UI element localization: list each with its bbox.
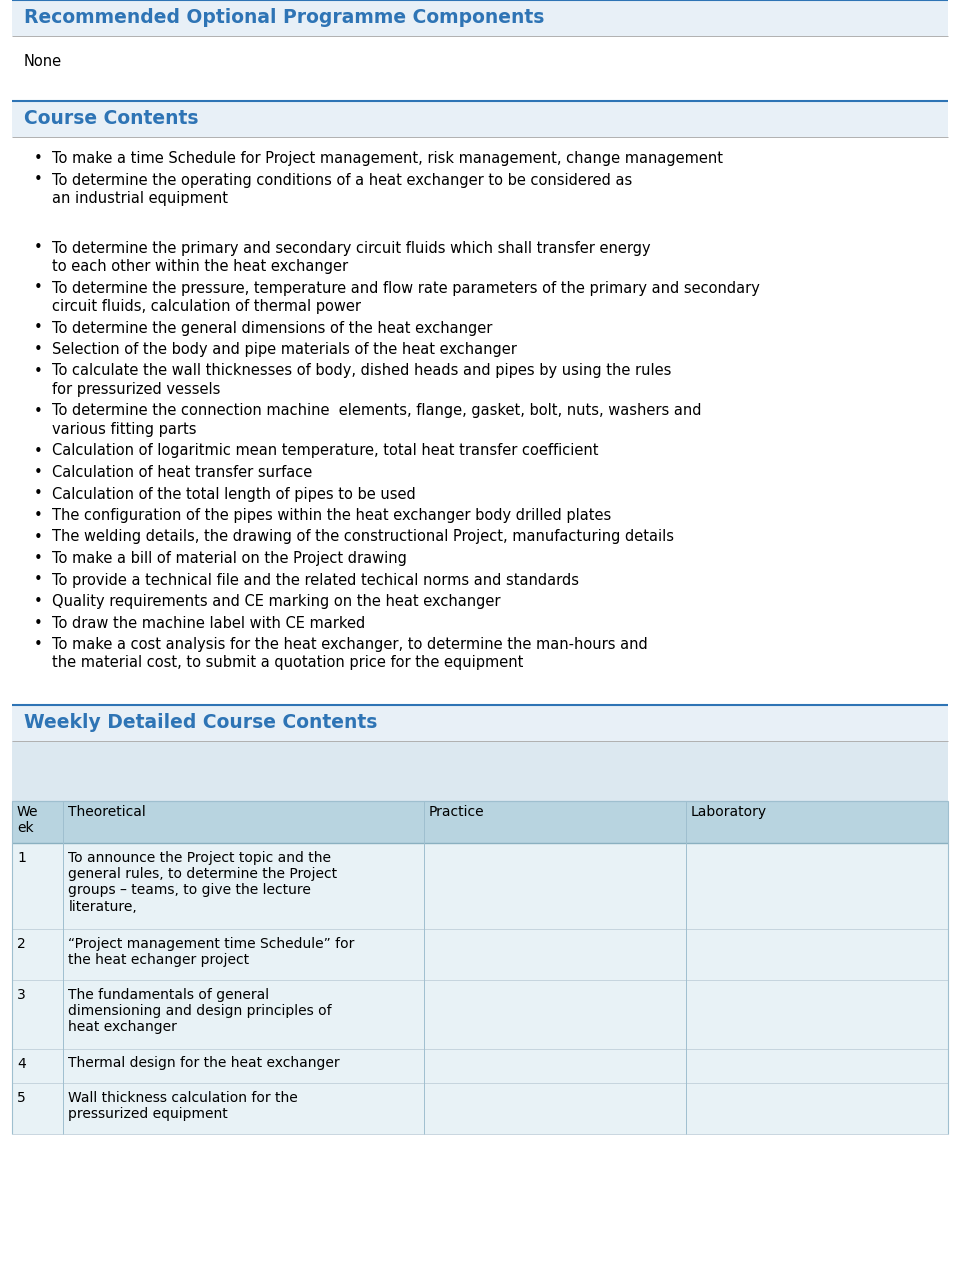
Text: Calculation of the total length of pipes to be used: Calculation of the total length of pipes… <box>52 487 416 501</box>
Text: To draw the machine label with CE marked: To draw the machine label with CE marked <box>52 616 365 630</box>
Text: •: • <box>34 151 42 166</box>
Text: •: • <box>34 487 42 501</box>
Text: •: • <box>34 320 42 335</box>
Bar <box>12 801 948 842</box>
Text: We
ek: We ek <box>17 805 38 835</box>
Text: To determine the connection machine  elements, flange, gasket, bolt, nuts, washe: To determine the connection machine elem… <box>52 404 702 419</box>
Text: •: • <box>34 552 42 565</box>
Text: for pressurized vessels: for pressurized vessels <box>52 382 221 397</box>
Text: To determine the general dimensions of the heat exchanger: To determine the general dimensions of t… <box>52 320 492 335</box>
Text: Course Contents: Course Contents <box>24 109 199 128</box>
Text: •: • <box>34 444 42 458</box>
Bar <box>12 705 948 741</box>
Text: •: • <box>34 466 42 479</box>
Text: circuit fluids, calculation of thermal power: circuit fluids, calculation of thermal p… <box>52 299 361 314</box>
Text: 3: 3 <box>17 988 26 1002</box>
Bar <box>12 35 948 101</box>
Text: Recommended Optional Programme Components: Recommended Optional Programme Component… <box>24 8 544 27</box>
Text: 5: 5 <box>17 1090 26 1104</box>
Text: To provide a technical file and the related techical norms and standards: To provide a technical file and the rela… <box>52 573 579 587</box>
Text: •: • <box>34 342 42 357</box>
Text: Laboratory: Laboratory <box>691 805 767 818</box>
Text: •: • <box>34 404 42 419</box>
Bar <box>12 842 948 929</box>
Text: the material cost, to submit a quotation price for the equipment: the material cost, to submit a quotation… <box>52 655 523 670</box>
Text: •: • <box>34 363 42 378</box>
Text: Theoretical: Theoretical <box>68 805 146 818</box>
Text: To determine the primary and secondary circuit fluids which shall transfer energ: To determine the primary and secondary c… <box>52 240 651 256</box>
Text: Calculation of logaritmic mean temperature, total heat transfer coefficient: Calculation of logaritmic mean temperatu… <box>52 444 598 458</box>
Text: •: • <box>34 509 42 522</box>
Bar <box>12 1083 948 1133</box>
Text: Selection of the body and pipe materials of the heat exchanger: Selection of the body and pipe materials… <box>52 342 516 357</box>
Text: The welding details, the drawing of the constructional Project, manufacturing de: The welding details, the drawing of the … <box>52 530 674 544</box>
Text: To make a bill of material on the Project drawing: To make a bill of material on the Projec… <box>52 552 407 565</box>
Text: •: • <box>34 595 42 608</box>
Text: •: • <box>34 281 42 296</box>
Text: 4: 4 <box>17 1056 26 1070</box>
Bar <box>12 741 948 801</box>
Text: various fitting parts: various fitting parts <box>52 423 197 436</box>
Text: To announce the Project topic and the
general rules, to determine the Project
gr: To announce the Project topic and the ge… <box>68 851 338 913</box>
Bar <box>12 929 948 980</box>
Text: To make a time Schedule for Project management, risk management, change manageme: To make a time Schedule for Project mana… <box>52 151 723 166</box>
Text: •: • <box>34 240 42 256</box>
Text: Thermal design for the heat exchanger: Thermal design for the heat exchanger <box>68 1056 340 1070</box>
Text: The configuration of the pipes within the heat exchanger body drilled plates: The configuration of the pipes within th… <box>52 509 612 522</box>
Bar <box>12 1049 948 1083</box>
Text: to each other within the heat exchanger: to each other within the heat exchanger <box>52 259 348 275</box>
Bar <box>12 0 948 35</box>
Text: Quality requirements and CE marking on the heat exchanger: Quality requirements and CE marking on t… <box>52 595 500 608</box>
Text: •: • <box>34 638 42 651</box>
Text: “Project management time Schedule” for
the heat echanger project: “Project management time Schedule” for t… <box>68 937 355 968</box>
Text: •: • <box>34 616 42 630</box>
Text: The fundamentals of general
dimensioning and design principles of
heat exchanger: The fundamentals of general dimensioning… <box>68 988 332 1035</box>
Text: To determine the pressure, temperature and flow rate parameters of the primary a: To determine the pressure, temperature a… <box>52 281 760 296</box>
Text: •: • <box>34 172 42 187</box>
Text: Calculation of heat transfer surface: Calculation of heat transfer surface <box>52 466 312 479</box>
Text: 1: 1 <box>17 851 26 865</box>
Text: To determine the operating conditions of a heat exchanger to be considered as: To determine the operating conditions of… <box>52 172 633 187</box>
Text: Wall thickness calculation for the
pressurized equipment: Wall thickness calculation for the press… <box>68 1090 299 1121</box>
Text: Practice: Practice <box>429 805 485 818</box>
Bar <box>12 101 948 137</box>
Text: •: • <box>34 573 42 587</box>
Bar <box>12 980 948 1049</box>
Text: To calculate the wall thicknesses of body, dished heads and pipes by using the r: To calculate the wall thicknesses of bod… <box>52 363 671 378</box>
Text: •: • <box>34 530 42 544</box>
Text: To make a cost analysis for the heat exchanger, to determine the man-hours and: To make a cost analysis for the heat exc… <box>52 638 648 651</box>
Text: Weekly Detailed Course Contents: Weekly Detailed Course Contents <box>24 713 377 732</box>
Text: None: None <box>24 54 62 70</box>
Text: an industrial equipment: an industrial equipment <box>52 191 228 206</box>
Text: 2: 2 <box>17 937 26 951</box>
